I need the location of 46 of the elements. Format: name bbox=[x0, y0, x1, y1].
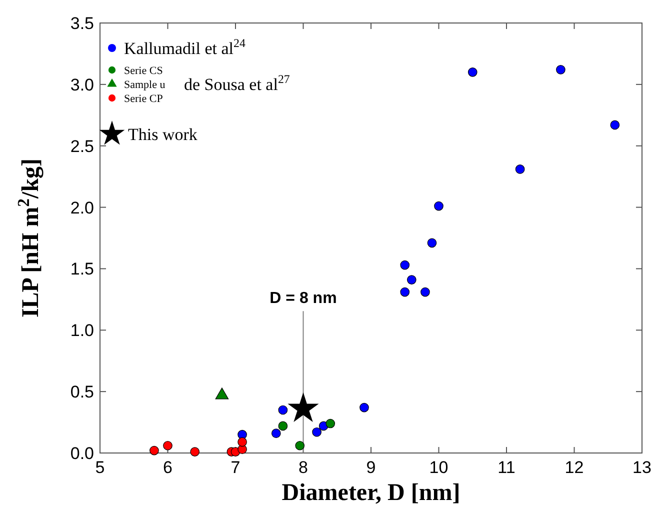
y-tick-label: 2.0 bbox=[70, 198, 94, 218]
point bbox=[271, 428, 281, 438]
point bbox=[295, 440, 305, 450]
point bbox=[360, 402, 369, 412]
legend-label: Serie CS bbox=[124, 65, 163, 77]
legend-label: This work bbox=[128, 125, 198, 144]
point bbox=[556, 65, 566, 74]
x-tick-label: 13 bbox=[632, 458, 652, 477]
point bbox=[427, 238, 437, 248]
ref-line-label: D = 8 nm bbox=[270, 290, 337, 308]
point bbox=[326, 418, 336, 428]
point bbox=[278, 405, 288, 415]
x-tick-label: 11 bbox=[498, 458, 516, 477]
y-tick-label: 2.5 bbox=[70, 136, 94, 156]
x-tick-label: 5 bbox=[95, 458, 105, 477]
point bbox=[434, 201, 444, 211]
legend-label: Sample u bbox=[124, 79, 166, 91]
y-tick-label: 1.5 bbox=[70, 260, 94, 279]
point bbox=[468, 67, 478, 77]
point bbox=[150, 446, 159, 456]
x-tick-label: 9 bbox=[366, 458, 376, 477]
point bbox=[190, 447, 200, 456]
legend-label: Serie CP bbox=[124, 93, 163, 105]
point bbox=[163, 440, 172, 450]
point bbox=[238, 437, 247, 447]
y-tick-label: 3.0 bbox=[70, 75, 94, 94]
x-tick-label: 10 bbox=[429, 458, 448, 477]
x-axis-title: Diameter, D [nm] bbox=[282, 480, 460, 506]
annotation: de Sousa et al$^{27}$ bbox=[184, 72, 290, 94]
y-tick-label: 3.5 bbox=[70, 14, 94, 33]
x-tick-label: 8 bbox=[298, 458, 308, 477]
point bbox=[515, 164, 525, 174]
point bbox=[420, 287, 430, 297]
legend-label: Kallumadil et al$^{24}$ bbox=[124, 36, 246, 58]
point bbox=[406, 275, 416, 284]
x-tick-label: 7 bbox=[230, 458, 240, 477]
point bbox=[312, 427, 322, 437]
y-tick-label: 1.0 bbox=[70, 321, 94, 340]
x-tick-label: 12 bbox=[564, 458, 584, 477]
point bbox=[400, 287, 410, 297]
y-tick-label: 0.5 bbox=[70, 382, 94, 402]
point bbox=[400, 260, 410, 270]
point bbox=[278, 421, 288, 431]
x-tick-label: 6 bbox=[163, 458, 172, 477]
point bbox=[610, 120, 620, 130]
y-tick-label: 0.0 bbox=[70, 444, 94, 463]
